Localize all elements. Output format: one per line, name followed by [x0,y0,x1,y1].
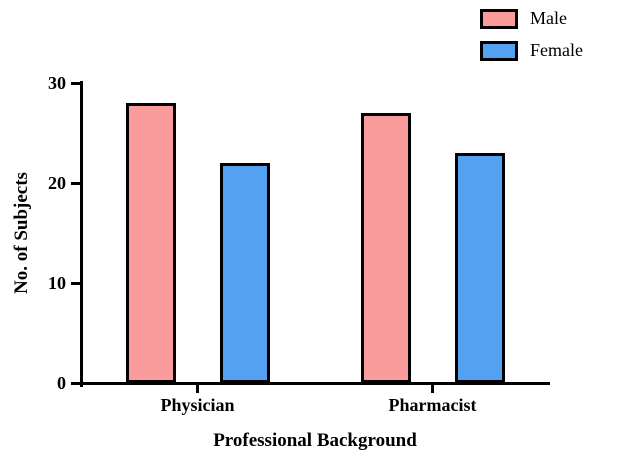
x-axis-line [80,382,550,385]
y-axis-tick [71,81,80,85]
y-axis-tick-label: 20 [48,173,66,193]
y-axis-tick [71,281,80,285]
legend-item-female: Female [480,40,583,61]
bar-female-physician [219,163,270,383]
x-axis-title: Professional Background [213,430,417,451]
y-axis-tick [71,381,80,385]
x-axis-tick [196,384,199,393]
legend-label-male: Male [530,8,567,28]
y-axis-tick-label: 30 [48,73,66,93]
category-label-physician: Physician [160,395,235,415]
bar-male-physician [125,103,176,383]
y-axis-tick [71,181,80,185]
legend-swatch-female [480,40,518,61]
legend-swatch-male [480,8,518,29]
bar-female-pharmacist [454,153,505,383]
y-axis-tick-label: 10 [48,273,66,293]
chart-legend: Male Female [480,8,583,72]
y-axis-tick-label: 0 [57,373,66,393]
y-axis-line [80,81,83,387]
category-label-pharmacist: Pharmacist [388,395,477,415]
legend-label-female: Female [530,40,583,60]
x-axis-tick [431,384,434,393]
bar-male-pharmacist [360,113,411,383]
legend-item-male: Male [480,8,583,29]
